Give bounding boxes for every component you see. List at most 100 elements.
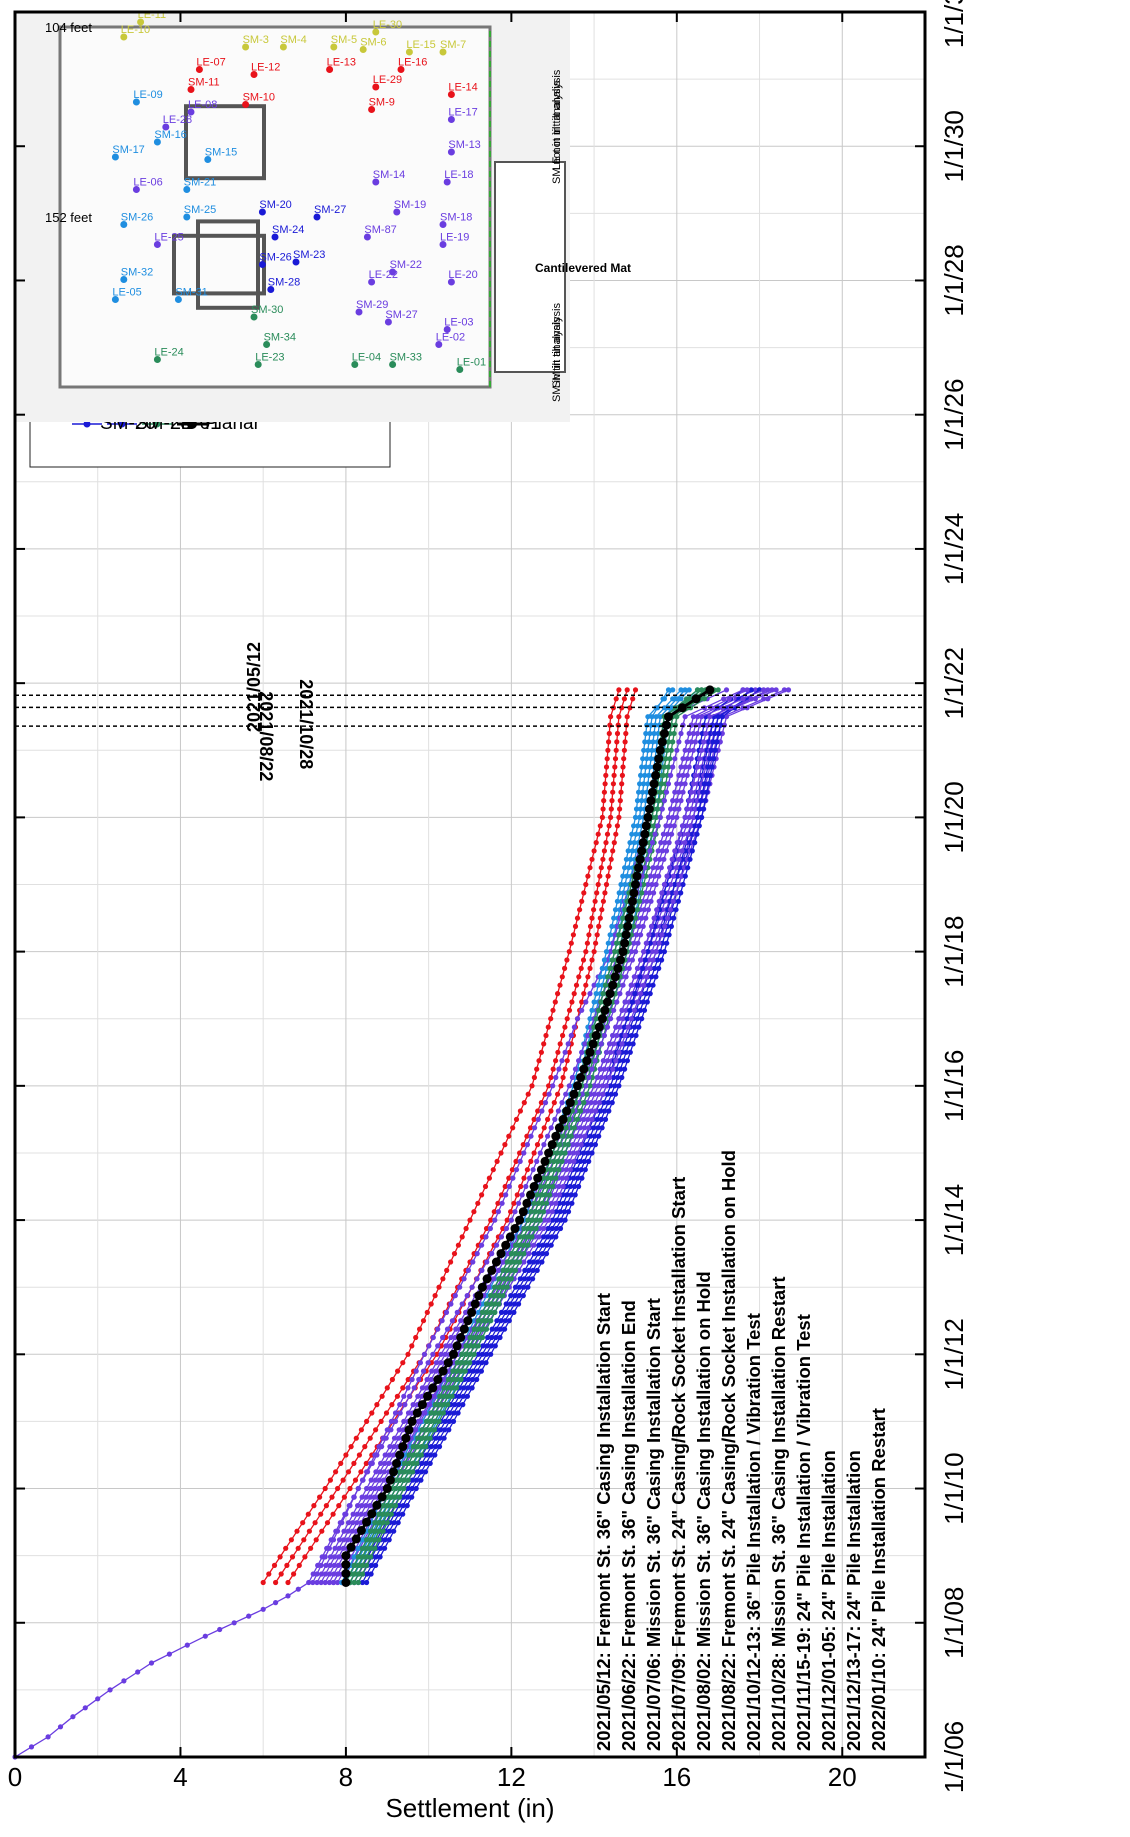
data-point xyxy=(690,814,697,820)
data-point xyxy=(534,1141,541,1148)
data-point xyxy=(603,839,609,846)
data-point xyxy=(452,1341,462,1351)
data-point xyxy=(495,1200,501,1206)
data-point xyxy=(604,756,610,762)
data-point xyxy=(685,865,691,871)
data-point xyxy=(447,1343,453,1349)
data-point xyxy=(680,756,686,762)
data-point xyxy=(581,1099,587,1106)
data-point xyxy=(638,806,644,812)
data-point xyxy=(655,848,661,854)
data-point xyxy=(629,999,636,1005)
data-point xyxy=(622,907,628,913)
data-point xyxy=(610,781,617,787)
data-point xyxy=(629,848,636,854)
data-point xyxy=(545,1133,551,1139)
data-point xyxy=(636,1024,642,1030)
inset-point-label: LE-09 xyxy=(133,89,162,101)
data-point xyxy=(373,1562,379,1568)
data-point xyxy=(651,823,657,829)
data-point xyxy=(678,687,684,693)
data-point xyxy=(428,1410,434,1416)
data-point xyxy=(488,1351,494,1357)
x-tick-label: 1/1/20 xyxy=(939,781,969,853)
data-point xyxy=(682,873,688,879)
data-point xyxy=(475,1309,481,1315)
event-note: 2021/07/06: Mission St. 36" Casing Insta… xyxy=(643,1298,664,1751)
inset-point-label: SM-30 xyxy=(251,304,283,316)
data-point xyxy=(626,965,632,971)
data-point xyxy=(324,1520,331,1526)
inset-point-label: LE-28 xyxy=(163,114,192,126)
inset-point-label: LE-17 xyxy=(448,107,477,119)
data-point xyxy=(447,1410,453,1416)
data-point xyxy=(547,1140,557,1150)
marker-label: 2021/05/12 xyxy=(244,642,264,732)
data-point xyxy=(583,1083,589,1089)
data-point xyxy=(672,848,678,854)
data-point xyxy=(511,1301,518,1307)
data-point xyxy=(498,1318,504,1324)
data-point xyxy=(682,714,688,720)
data-point xyxy=(563,1125,569,1131)
data-point xyxy=(392,1503,399,1509)
data-point xyxy=(462,1368,468,1374)
data-point xyxy=(662,923,668,929)
data-point xyxy=(384,1427,390,1433)
cantilevered-mat-label: Cantilevered Mat xyxy=(535,261,631,275)
data-point xyxy=(650,739,656,745)
data-point xyxy=(651,730,657,737)
data-point xyxy=(341,1494,347,1500)
x-tick-label: 1/1/16 xyxy=(939,1050,969,1122)
data-point xyxy=(674,873,680,879)
data-point xyxy=(489,1334,495,1341)
inset-point xyxy=(267,286,275,293)
inset-point-label: SM-24 xyxy=(272,224,304,236)
data-point xyxy=(628,982,634,988)
data-point xyxy=(529,1182,539,1191)
data-point xyxy=(578,1167,584,1173)
data-point xyxy=(571,1158,577,1164)
data-point xyxy=(372,1537,378,1543)
data-point xyxy=(624,913,634,923)
data-point xyxy=(295,1545,301,1551)
data-point xyxy=(459,1324,469,1334)
data-point xyxy=(634,965,641,971)
inset-point xyxy=(187,108,195,116)
data-point xyxy=(410,1477,416,1483)
data-point xyxy=(686,687,692,693)
data-point xyxy=(502,1141,508,1148)
data-point xyxy=(338,1460,344,1466)
data-point xyxy=(331,1562,337,1568)
inset-point-label: SM-26 xyxy=(259,252,291,264)
data-point xyxy=(613,696,619,702)
data-point xyxy=(665,814,672,820)
inset-point-label: SM-34 xyxy=(264,332,296,344)
data-point xyxy=(676,881,682,888)
inset-point xyxy=(389,361,397,368)
data-point xyxy=(603,764,610,770)
data-point xyxy=(595,1125,601,1131)
data-point xyxy=(602,781,608,787)
data-point xyxy=(599,1083,606,1089)
data-point xyxy=(640,829,650,839)
data-point xyxy=(368,1545,374,1551)
data-point xyxy=(659,890,665,896)
inset-point xyxy=(162,123,170,131)
inset-point xyxy=(204,156,212,163)
data-point xyxy=(413,1334,419,1341)
data-point xyxy=(686,696,692,702)
data-point xyxy=(356,1526,366,1535)
data-point xyxy=(605,873,611,879)
data-point xyxy=(266,1571,272,1577)
data-point xyxy=(568,1133,574,1139)
data-point xyxy=(484,1259,490,1265)
inset-point xyxy=(384,318,392,326)
data-point xyxy=(637,846,647,856)
data-point xyxy=(364,1418,370,1424)
data-point xyxy=(512,1250,519,1257)
data-point xyxy=(598,1074,604,1081)
data-point xyxy=(623,856,630,862)
data-point xyxy=(707,714,713,720)
data-point xyxy=(559,974,565,980)
